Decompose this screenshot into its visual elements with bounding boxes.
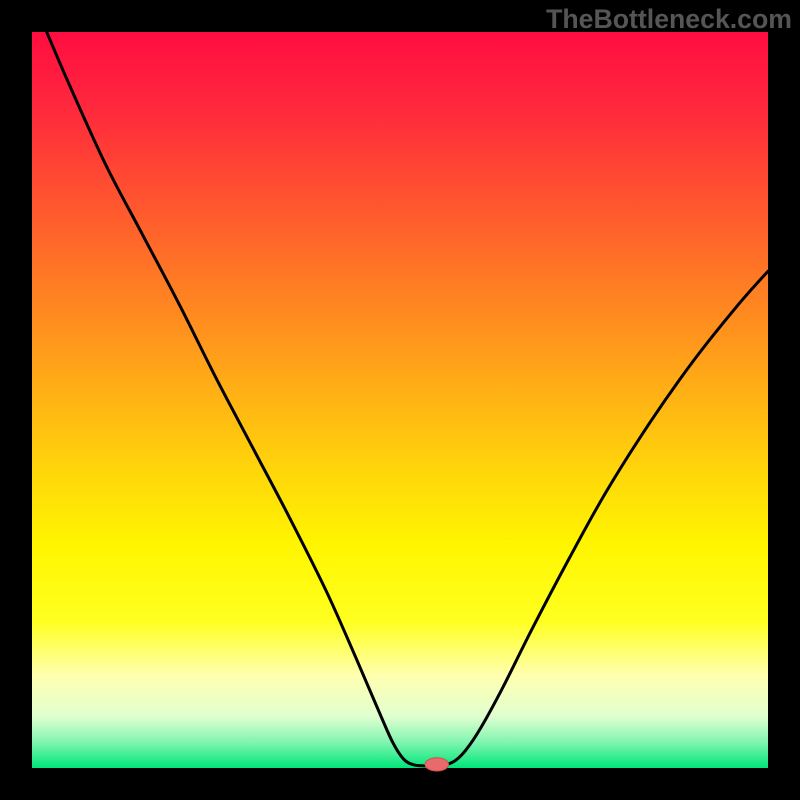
- optimal-point-marker: [425, 758, 449, 771]
- bottleneck-chart: [0, 0, 800, 800]
- plot-background-gradient: [32, 32, 768, 768]
- chart-container: { "watermark": { "text": "TheBottleneck.…: [0, 0, 800, 800]
- watermark-text: TheBottleneck.com: [546, 4, 792, 35]
